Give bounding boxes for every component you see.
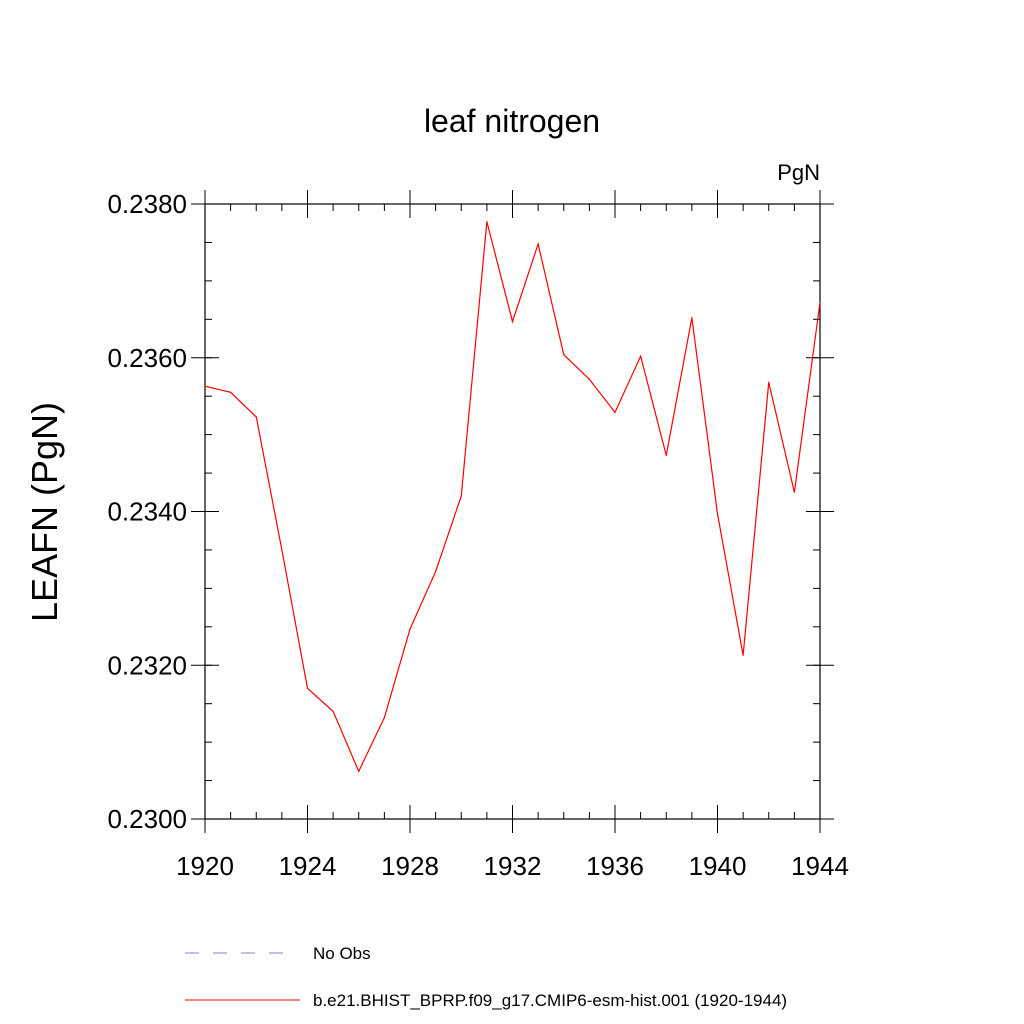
legend-label-no-obs: No Obs <box>313 944 371 963</box>
legend: No Obs b.e21.BHIST_BPRP.f09_g17.CMIP6-es… <box>185 944 787 1010</box>
data-point <box>281 549 283 551</box>
tick-labels: 0.2300 0.2320 0.2340 0.2360 0.2380 1920 1924 19… <box>107 189 848 881</box>
x-tick-label: 1920 <box>176 851 234 881</box>
x-tick-label: 1940 <box>689 851 747 881</box>
chart-title: leaf nitrogen <box>424 103 600 139</box>
data-point <box>563 354 565 356</box>
y-tick-label: 0.2360 <box>107 343 187 373</box>
data-point <box>537 243 539 245</box>
axis-ticks <box>191 190 834 833</box>
data-point <box>511 321 514 323</box>
legend-label-model: b.e21.BHIST_BPRP.f09_g17.CMIP6-esm-hist.… <box>313 991 787 1010</box>
y-tick-label: 0.2300 <box>107 804 187 834</box>
y-tick-label: 0.2340 <box>107 497 187 527</box>
series-layer <box>204 221 821 773</box>
series-line <box>204 221 821 773</box>
x-tick-label: 1928 <box>381 851 439 881</box>
data-point <box>435 570 437 573</box>
data-point <box>486 221 488 223</box>
y-tick-label: 0.2380 <box>107 189 187 219</box>
data-point <box>204 385 206 387</box>
data-point <box>691 317 693 319</box>
data-point <box>793 491 795 493</box>
y-axis-label: LEAFN (PgN) <box>24 402 65 622</box>
units-label: PgN <box>777 160 820 185</box>
data-point <box>819 301 821 303</box>
data-point <box>768 381 770 383</box>
data-point <box>460 495 462 497</box>
data-point <box>255 416 257 418</box>
data-point <box>640 355 642 357</box>
data-point <box>383 716 385 719</box>
data-point <box>614 411 616 413</box>
x-tick-label: 1944 <box>791 851 849 881</box>
data-point <box>742 654 744 656</box>
data-point <box>332 710 334 712</box>
data-point <box>230 391 232 393</box>
data-point <box>665 454 667 456</box>
data-point <box>409 628 411 630</box>
y-tick-label: 0.2320 <box>107 650 187 680</box>
data-point <box>716 513 719 515</box>
x-tick-label: 1932 <box>484 851 542 881</box>
data-point <box>306 687 309 689</box>
x-tick-label: 1924 <box>279 851 337 881</box>
x-tick-label: 1936 <box>586 851 644 881</box>
data-point <box>358 770 360 772</box>
data-point <box>588 378 590 380</box>
plot-frame <box>204 203 821 820</box>
